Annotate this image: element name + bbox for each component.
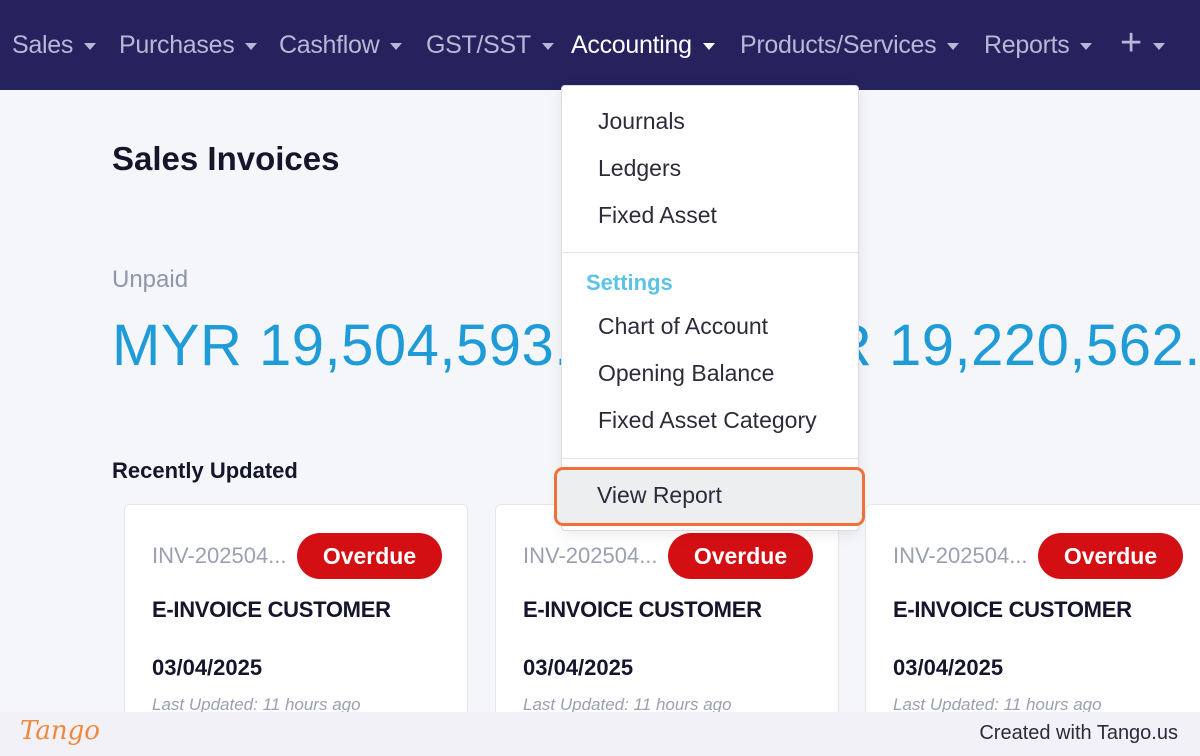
last-updated: Last Updated: 11 hours ago bbox=[523, 695, 732, 712]
menu-item-opening-balance[interactable]: Opening Balance bbox=[598, 360, 775, 386]
chevron-down-icon bbox=[245, 43, 258, 50]
nav-products-services-label: Products/Services bbox=[740, 30, 937, 59]
page-title: Sales Invoices bbox=[112, 140, 340, 177]
second-amount: R 19,220,562.4 bbox=[830, 313, 1200, 378]
menu-divider bbox=[562, 252, 858, 253]
invoice-date: 03/04/2025 bbox=[523, 655, 634, 680]
unpaid-amount: MYR 19,504,593. bbox=[112, 313, 571, 378]
status-badge: Overdue bbox=[668, 533, 813, 579]
customer-name: E-INVOICE CUSTOMER bbox=[152, 597, 391, 622]
footer-credit: Created with Tango.us bbox=[979, 722, 1178, 744]
tango-logo: Tango bbox=[20, 716, 100, 746]
menu-item-view-report-label: View Report bbox=[597, 482, 722, 508]
nav-products-services[interactable]: Products/Services bbox=[740, 0, 960, 90]
invoice-date: 03/04/2025 bbox=[152, 655, 263, 680]
invoice-number: INV-202504... bbox=[152, 543, 287, 568]
chevron-down-icon bbox=[1152, 43, 1165, 50]
menu-item-chart-of-account[interactable]: Chart of Account bbox=[598, 313, 769, 339]
invoice-card[interactable]: INV-202504... Overdue E-INVOICE CUSTOMER… bbox=[865, 504, 1200, 712]
unpaid-label: Unpaid bbox=[112, 266, 189, 293]
nav-cashflow[interactable]: Cashflow bbox=[279, 0, 403, 90]
menu-item-fixed-asset[interactable]: Fixed Asset bbox=[598, 202, 717, 228]
chevron-down-icon bbox=[947, 43, 960, 50]
invoice-date: 03/04/2025 bbox=[893, 655, 1004, 680]
invoice-card[interactable]: INV-202504... Overdue E-INVOICE CUSTOMER… bbox=[124, 504, 468, 712]
invoice-number: INV-202504... bbox=[523, 543, 658, 568]
top-navbar: Sales Purchases Cashflow GST/SST Account… bbox=[0, 0, 1200, 90]
nav-purchases-label: Purchases bbox=[119, 30, 235, 59]
nav-sales-label: Sales bbox=[12, 30, 74, 59]
chevron-down-icon bbox=[84, 43, 97, 50]
menu-divider bbox=[562, 458, 858, 459]
nav-accounting[interactable]: Accounting bbox=[571, 0, 715, 90]
menu-item-ledgers[interactable]: Ledgers bbox=[598, 155, 682, 181]
nav-reports-label: Reports bbox=[984, 30, 1070, 59]
nav-accounting-label: Accounting bbox=[571, 30, 692, 59]
menu-item-view-report[interactable]: View Report bbox=[554, 467, 865, 526]
invoice-card[interactable]: INV-202504... Overdue E-INVOICE CUSTOMER… bbox=[495, 504, 839, 712]
status-badge: Overdue bbox=[297, 533, 442, 579]
last-updated: Last Updated: 11 hours ago bbox=[893, 695, 1102, 712]
chevron-down-icon bbox=[1080, 43, 1093, 50]
nav-add[interactable]: + bbox=[1120, 0, 1165, 90]
nav-sales[interactable]: Sales bbox=[12, 0, 97, 90]
menu-item-fixed-asset-category[interactable]: Fixed Asset Category bbox=[598, 407, 817, 433]
menu-section-settings: Settings bbox=[586, 270, 673, 295]
nav-gst-sst[interactable]: GST/SST bbox=[426, 0, 554, 90]
nav-gst-sst-label: GST/SST bbox=[426, 30, 531, 59]
last-updated: Last Updated: 11 hours ago bbox=[152, 695, 361, 712]
nav-purchases[interactable]: Purchases bbox=[119, 0, 258, 90]
plus-icon: + bbox=[1120, 22, 1142, 64]
recently-updated-title: Recently Updated bbox=[112, 458, 298, 483]
nav-cashflow-label: Cashflow bbox=[279, 30, 380, 59]
menu-item-journals[interactable]: Journals bbox=[598, 108, 685, 134]
footer: Tango Created with Tango.us bbox=[0, 712, 1200, 756]
status-badge: Overdue bbox=[1038, 533, 1183, 579]
chevron-down-icon bbox=[702, 43, 715, 50]
chevron-down-icon bbox=[390, 43, 403, 50]
customer-name: E-INVOICE CUSTOMER bbox=[523, 597, 762, 622]
customer-name: E-INVOICE CUSTOMER bbox=[893, 597, 1132, 622]
invoice-number: INV-202504... bbox=[893, 543, 1028, 568]
chevron-down-icon bbox=[541, 43, 554, 50]
nav-reports[interactable]: Reports bbox=[984, 0, 1093, 90]
accounting-dropdown-menu: Journals Ledgers Fixed Asset Settings Ch… bbox=[561, 85, 859, 531]
